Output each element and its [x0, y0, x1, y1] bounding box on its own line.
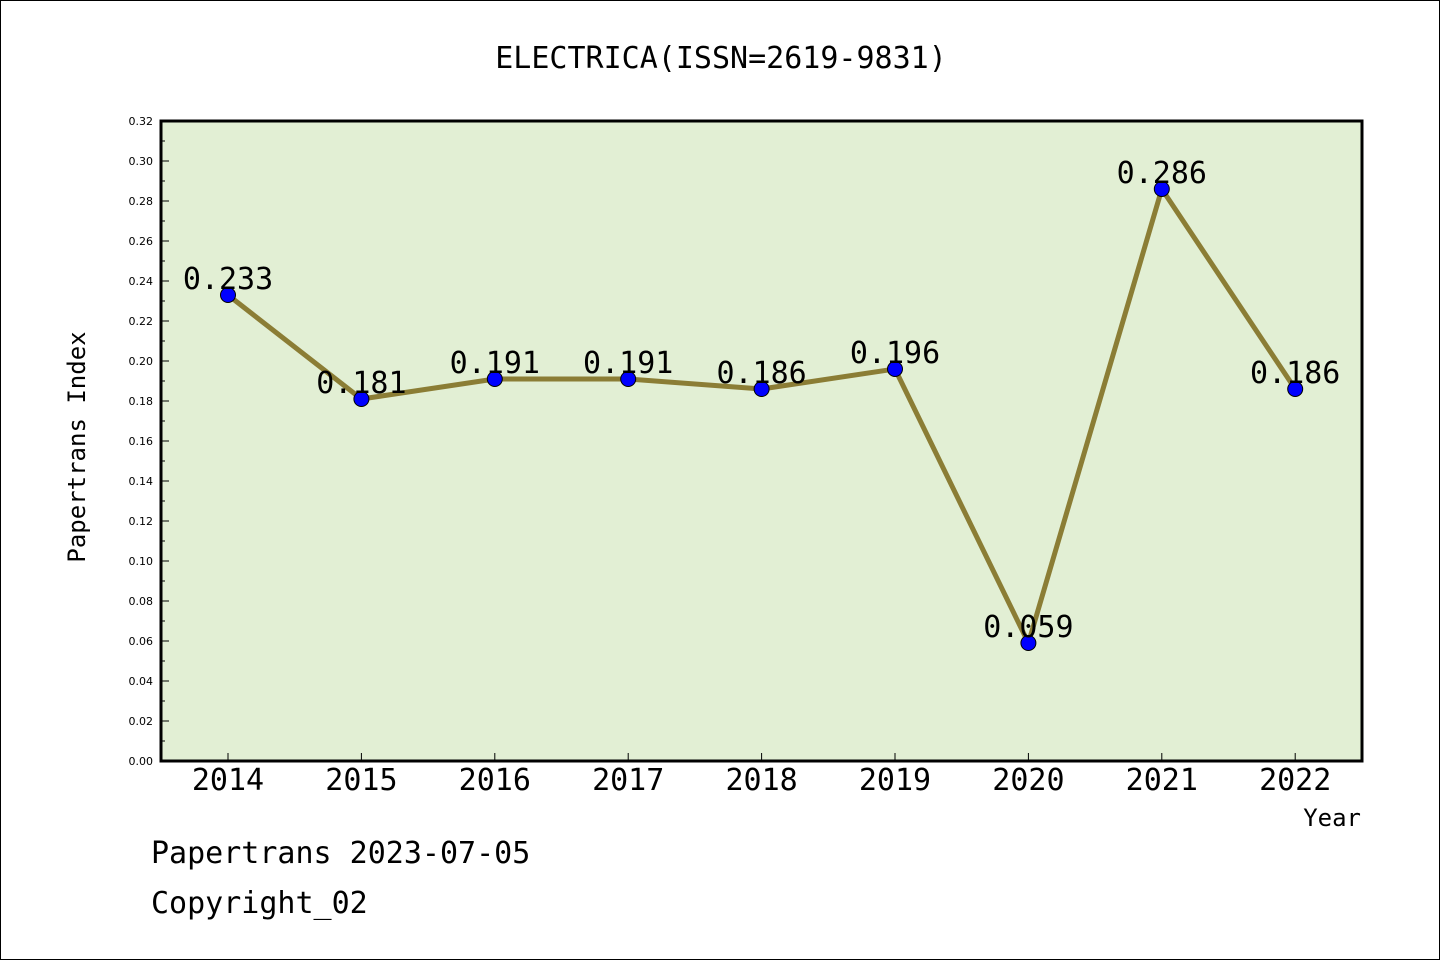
data-point — [1287, 381, 1304, 397]
x-axis: 2014 2015 2016 2017 2018 2019 2020 2021 2022 — [192, 753, 1331, 798]
y-tick-label: 0.14 — [129, 475, 154, 488]
y-tick-label: 0.28 — [129, 195, 154, 208]
y-tick-label: 0.04 — [129, 675, 154, 688]
y-tick-label: 0.00 — [129, 755, 154, 768]
y-tick-label: 0.22 — [129, 315, 154, 328]
data-point — [620, 371, 637, 387]
y-tick-label: 0.30 — [129, 155, 154, 168]
x-tick-label: 2015 — [325, 763, 397, 798]
y-tick-label: 0.20 — [129, 355, 154, 368]
x-tick-label: 2020 — [992, 763, 1064, 798]
data-point — [1020, 635, 1037, 651]
x-tick-label: 2021 — [1126, 763, 1198, 798]
y-tick-label: 0.18 — [129, 395, 154, 408]
data-label: 0.059 — [983, 610, 1073, 645]
data-label: 0.186 — [1250, 356, 1340, 391]
chart-title: ELECTRICA(ISSN=2619-9831) — [495, 41, 947, 76]
x-axis-label: Year — [1303, 804, 1361, 832]
y-tick-label: 0.08 — [129, 595, 154, 608]
data-label: 0.191 — [583, 346, 673, 381]
data-point — [353, 391, 370, 407]
data-label: 0.186 — [716, 356, 806, 391]
y-tick-label: 0.02 — [129, 715, 154, 728]
data-label: 0.196 — [850, 336, 940, 371]
x-tick-label: 2019 — [859, 763, 931, 798]
y-tick-label: 0.12 — [129, 515, 154, 528]
data-label: 0.286 — [1117, 156, 1207, 191]
data-point — [486, 371, 503, 387]
y-tick-label: 0.24 — [129, 275, 154, 288]
data-point — [887, 361, 903, 377]
data-point — [220, 287, 236, 303]
data-labels-group: 0.233 0.181 0.191 0.191 0.186 0.196 0.059 0.286… — [183, 156, 1341, 645]
data-point — [1153, 181, 1170, 197]
series-line-group — [220, 181, 1304, 651]
x-tick-label: 2022 — [1259, 763, 1331, 798]
plot-area — [161, 121, 1362, 761]
plot-border — [159, 119, 1364, 763]
x-tick-label: 2016 — [459, 763, 531, 798]
footer-date: Papertrans 2023-07-05 — [151, 836, 531, 871]
x-tick-label: 2018 — [725, 763, 797, 798]
y-tick-label: 0.06 — [129, 635, 154, 648]
x-tick-label: 2017 — [592, 763, 664, 798]
y-tick-label: 0.26 — [129, 235, 154, 248]
data-label: 0.233 — [183, 262, 273, 297]
data-point — [753, 381, 770, 397]
y-tick-label: 0.32 — [129, 115, 154, 128]
y-axis-label: Papertrans Index — [63, 331, 91, 562]
y-tick-label: 0.16 — [129, 435, 154, 448]
footer-copyright: Copyright_02 — [151, 886, 368, 921]
data-label: 0.181 — [316, 366, 406, 401]
y-axis: 0.00 0.02 0.04 0.06 0.08 0.10 0.12 0.14 0.16 0.18… — [129, 115, 169, 768]
y-tick-label: 0.10 — [129, 555, 154, 568]
data-label: 0.191 — [450, 346, 540, 381]
x-tick-label: 2014 — [192, 763, 264, 798]
